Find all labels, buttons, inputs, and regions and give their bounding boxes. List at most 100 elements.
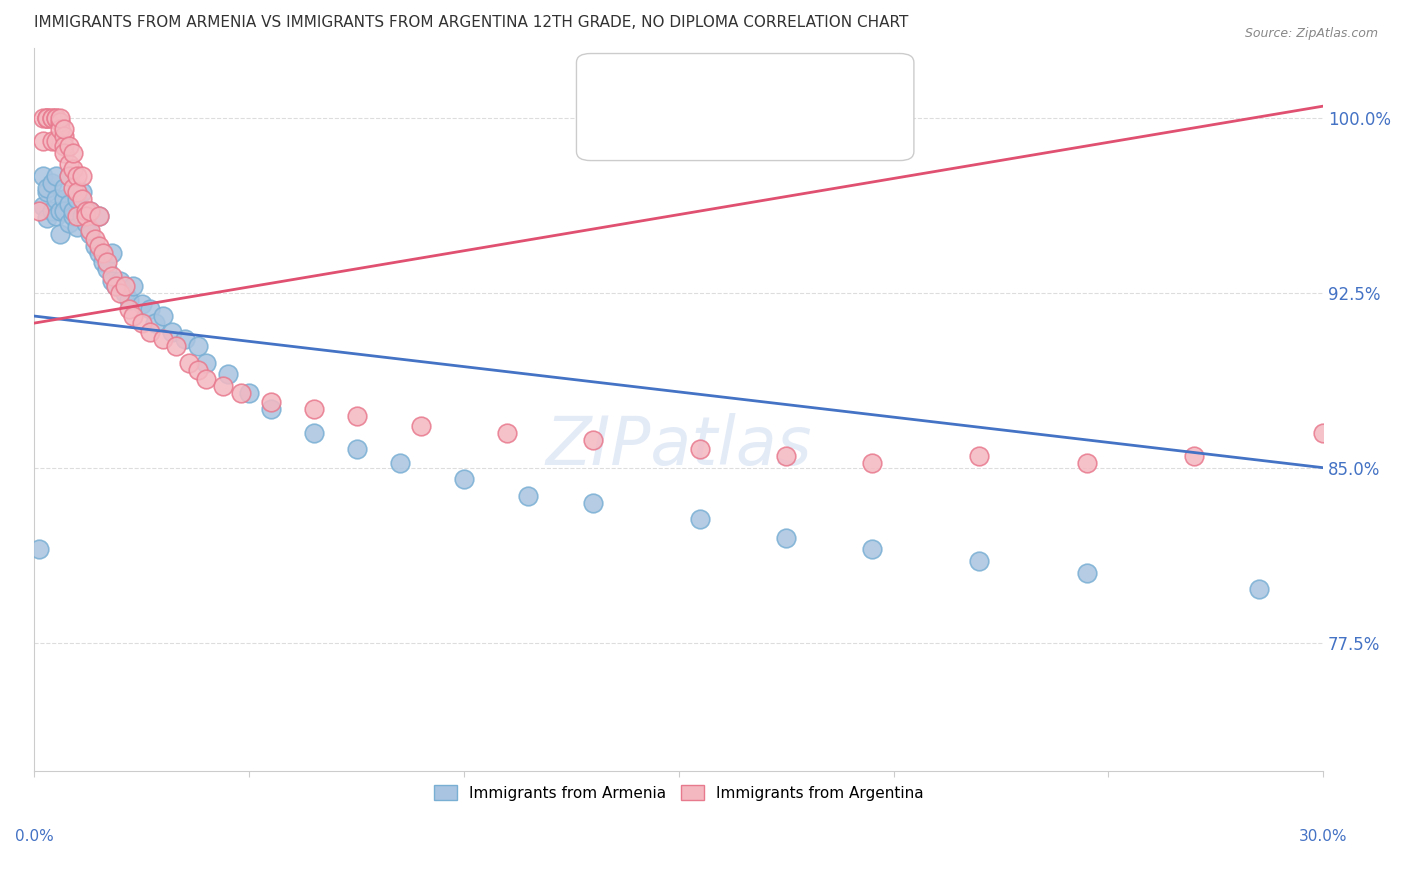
Point (131, 316, 153, 330)
Point (53, 193, 76, 207)
Text: 30.0%: 30.0% (1299, 830, 1347, 844)
Point (238, 386, 260, 401)
Point (118, 302, 141, 317)
Point (32, 134, 55, 148)
Point (110, 274, 132, 288)
Point (37, 111, 59, 125)
Point (53, 122, 76, 136)
Point (517, 489, 540, 503)
Point (45, 134, 67, 148)
Point (302, 425, 325, 440)
Point (28, 204, 51, 219)
Point (83, 232, 105, 246)
Text: ZIPatlas: ZIPatlas (546, 412, 813, 478)
Point (689, 442, 711, 456)
Point (53, 204, 76, 219)
Point (79, 204, 101, 219)
Point (969, 449, 991, 463)
Point (70, 186, 93, 200)
Point (860, 542, 883, 557)
Point (62, 181, 84, 195)
Point (45, 169, 67, 183)
Point (453, 472, 475, 486)
Point (195, 372, 218, 386)
Point (195, 356, 218, 370)
Point (49, 115, 72, 129)
Point (70, 209, 93, 223)
Point (32, 169, 55, 183)
Point (775, 531, 797, 545)
Point (152, 309, 174, 323)
Point (114, 285, 136, 300)
Point (87, 246, 110, 260)
Point (53, 138, 76, 153)
Point (53, 129, 76, 144)
Point (66, 186, 89, 200)
Point (229, 386, 252, 401)
Point (53, 181, 76, 195)
Point (28, 542, 51, 557)
Point (62, 145, 84, 160)
Point (66, 209, 89, 223)
Point (100, 274, 122, 288)
Point (66, 169, 89, 183)
Point (79, 223, 101, 237)
Point (37, 186, 59, 200)
Point (152, 332, 174, 346)
Point (87, 209, 110, 223)
Point (969, 554, 991, 568)
Point (58, 138, 80, 153)
Point (346, 442, 368, 456)
Point (70, 169, 93, 183)
Point (165, 339, 187, 353)
Point (143, 316, 166, 330)
Point (1076, 566, 1098, 580)
Point (75, 209, 97, 223)
Point (70, 193, 93, 207)
Legend: Immigrants from Armenia, Immigrants from Argentina: Immigrants from Armenia, Immigrants from… (427, 779, 929, 806)
Point (58, 197, 80, 211)
Point (496, 425, 519, 440)
Point (139, 326, 162, 340)
Point (45, 193, 67, 207)
Text: 0.0%: 0.0% (15, 830, 53, 844)
Point (100, 246, 122, 260)
Point (66, 220, 89, 235)
Point (775, 449, 797, 463)
Point (217, 368, 239, 382)
Point (91, 255, 114, 269)
Point (49, 122, 72, 136)
Point (37, 181, 59, 195)
Text: IMMIGRANTS FROM ARMENIA VS IMMIGRANTS FROM ARGENTINA 12TH GRADE, NO DIPLOMA CORR: IMMIGRANTS FROM ARMENIA VS IMMIGRANTS FR… (34, 15, 908, 30)
Point (41, 176, 63, 190)
Point (259, 395, 281, 409)
Point (75, 216, 97, 230)
Point (212, 379, 235, 393)
Point (1312, 425, 1334, 440)
Point (49, 227, 72, 242)
Point (96, 262, 118, 277)
Point (346, 409, 368, 424)
Point (689, 512, 711, 526)
Point (58, 216, 80, 230)
Point (87, 239, 110, 253)
Point (41, 111, 63, 125)
Point (53, 145, 76, 160)
Point (58, 169, 80, 183)
Point (79, 227, 101, 242)
Point (388, 456, 411, 470)
Point (105, 278, 128, 293)
Point (62, 162, 84, 177)
Text: Source: ZipAtlas.com: Source: ZipAtlas.com (1244, 27, 1378, 40)
Point (32, 199, 55, 213)
Point (91, 246, 114, 260)
Point (37, 111, 59, 125)
Point (75, 204, 97, 219)
Point (302, 402, 325, 417)
Point (45, 111, 67, 125)
Point (87, 209, 110, 223)
Point (173, 332, 195, 346)
Point (49, 204, 72, 219)
Point (83, 239, 105, 253)
Point (582, 433, 605, 447)
